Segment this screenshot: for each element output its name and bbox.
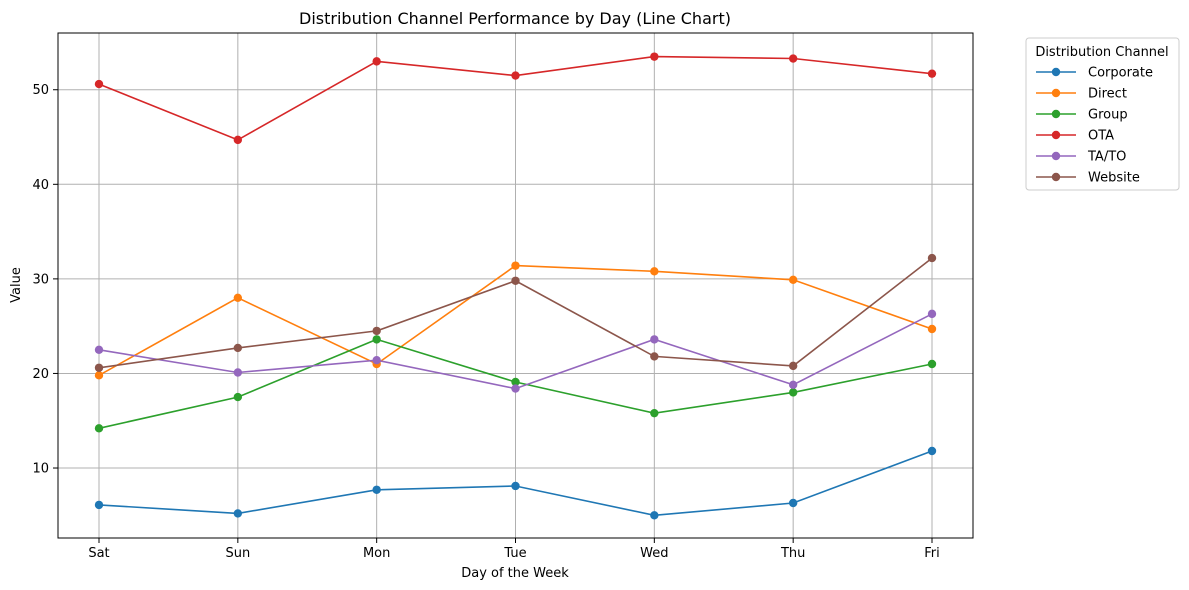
data-point: [94, 345, 104, 355]
grid: [58, 33, 973, 538]
data-point: [233, 293, 243, 302]
data-point: [94, 79, 104, 89]
data-point: [94, 424, 104, 433]
data-point: [650, 52, 659, 61]
data-point: [927, 69, 937, 78]
data-point: [788, 380, 798, 389]
data-point: [927, 446, 937, 456]
data-point: [233, 135, 243, 145]
y-tick-label: 40: [32, 178, 49, 193]
series-ota: [94, 52, 937, 145]
data-point: [788, 498, 798, 508]
y-tick-label: 50: [32, 83, 49, 98]
x-axis-label: Day of the Week: [461, 566, 569, 581]
data-point: [372, 485, 381, 494]
legend-label: Corporate: [1088, 66, 1153, 81]
data-point: [650, 267, 659, 276]
legend-item: Group: [1036, 108, 1128, 123]
data-point: [650, 335, 659, 344]
legend-marker: [1051, 151, 1061, 161]
legend-items: Corporate Direct Group OTA TA/TO Website: [1036, 66, 1153, 186]
data-point: [233, 343, 243, 353]
legend-label: TA/TO: [1087, 150, 1126, 165]
data-point: [233, 509, 243, 518]
series-layer: [94, 52, 937, 520]
x-tick-label: Sun: [225, 546, 250, 561]
legend: Distribution Channel Corporate Direct Grou…: [1025, 37, 1180, 191]
data-point: [788, 361, 798, 371]
data-point: [511, 481, 520, 491]
data-point: [372, 57, 381, 66]
data-point: [233, 392, 243, 402]
data-point: [372, 335, 381, 344]
legend-item: TA/TO: [1036, 150, 1126, 165]
data-point: [511, 276, 520, 285]
data-point: [927, 309, 937, 319]
x-tick-label: Tue: [503, 546, 526, 561]
data-point: [511, 261, 520, 270]
y-tick-label: 20: [32, 367, 49, 382]
data-point: [927, 324, 937, 334]
legend-label: Website: [1088, 171, 1140, 186]
data-point: [94, 500, 104, 510]
legend-marker: [1051, 130, 1061, 140]
x-tick-label: Wed: [640, 546, 668, 561]
data-point: [94, 371, 104, 380]
data-point: [94, 363, 104, 372]
data-point: [927, 359, 937, 369]
legend-item: Direct: [1036, 87, 1127, 102]
data-point: [650, 408, 659, 418]
y-tick-label: 10: [32, 462, 49, 477]
legend-marker: [1051, 172, 1061, 182]
x-tick-label: Thu: [780, 546, 805, 561]
data-point: [233, 368, 243, 377]
data-point: [511, 71, 520, 80]
data-point: [788, 388, 798, 397]
legend-item: Website: [1036, 171, 1140, 186]
data-point: [927, 253, 937, 263]
x-tick-label: Mon: [363, 546, 390, 561]
x-tick-label: Fri: [924, 546, 940, 561]
series-group: [94, 335, 937, 433]
series-ta-to: [94, 309, 937, 393]
legend-label: OTA: [1088, 129, 1114, 144]
series-corporate: [94, 446, 937, 520]
legend-item: Corporate: [1036, 66, 1153, 81]
legend-marker: [1051, 109, 1061, 119]
y-axis-label: Value: [9, 267, 24, 303]
legend-frame: [1025, 37, 1180, 191]
legend-label: Direct: [1088, 87, 1127, 102]
x-tick-label: Sat: [88, 546, 109, 561]
data-point: [511, 377, 520, 387]
legend-item: OTA: [1036, 129, 1114, 144]
y-tick-label: 30: [32, 272, 49, 287]
data-point: [788, 54, 798, 63]
legend-title: Distribution Channel: [1035, 45, 1168, 60]
data-point: [372, 356, 381, 365]
data-point: [511, 384, 520, 393]
tick-layer: Sat Sun Mon Tue Wed Thu Fri 10 20 30 40 50: [32, 83, 939, 561]
legend-marker: [1051, 67, 1061, 77]
chart-title: Distribution Channel Performance by Day …: [299, 9, 731, 28]
data-point: [788, 275, 798, 285]
legend-label: Group: [1088, 108, 1128, 123]
data-point: [372, 326, 381, 336]
data-point: [650, 511, 659, 520]
legend-marker: [1051, 88, 1061, 98]
series-website: [94, 253, 937, 372]
data-point: [650, 352, 659, 361]
